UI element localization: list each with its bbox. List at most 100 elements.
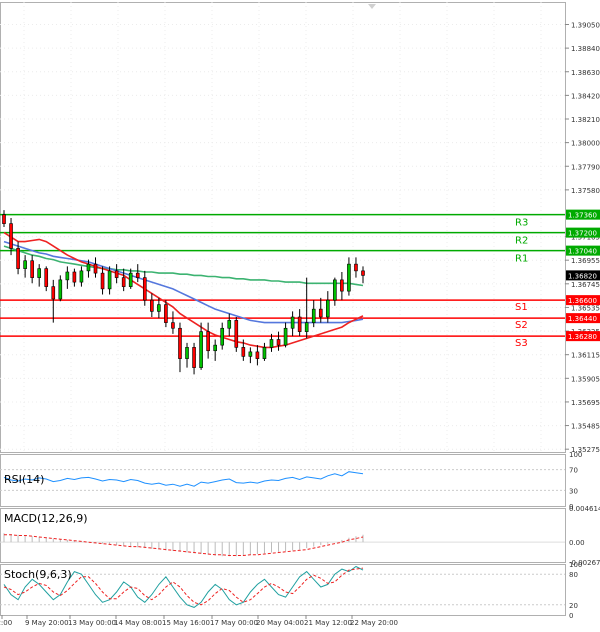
ma-slow-line [3,245,364,287]
y-tick-label: 100 [569,451,582,459]
y-axis-ticks: 1.39050 1.38840 1.38630 1.38420 1.38210 1.380… [565,22,600,454]
candle [86,259,91,278]
candle-body [185,347,189,359]
panel-frame-main [0,2,566,453]
candle [128,268,133,289]
y-tick-label: 1.39050 [571,22,600,30]
y-tick-label: 0 [569,612,573,620]
price-label-text: 1.37200 [568,230,597,238]
candle-body [304,322,309,332]
candle-body [206,331,210,352]
candle-body [297,316,302,332]
candle [9,218,13,256]
candle-body [72,271,77,283]
candle [16,241,20,275]
candle-body [135,272,140,278]
panel-title-rsi: RSI(14) [4,473,44,486]
candle-body [79,270,84,283]
level-label-s3: S3 [515,338,528,349]
candle [100,266,105,295]
y-tick-label: 1.36115 [571,352,600,360]
price-label-box [566,270,600,281]
price-label-box [566,245,600,256]
candle-body [234,320,239,348]
candle-body [107,270,112,290]
candle [347,257,351,296]
candle-body [16,248,20,269]
candle-body [311,308,316,323]
candle-body [361,270,365,276]
price-label-text: 1.37360 [568,212,597,220]
candle-body [220,327,225,346]
candle-body [171,322,175,329]
candle-body [213,344,217,352]
candle-body [37,268,41,278]
candle-body [269,339,274,348]
candle-body [114,270,119,278]
y-tick-label: 70 [569,467,578,475]
candle-body [100,272,105,290]
y-tick-label: 0.00 [569,539,585,547]
candle [192,342,196,375]
panel-frame-rsi [0,454,566,507]
x-tick-label: 9 May 20:00 [25,619,69,627]
panel-frame-macd [0,508,566,563]
candle [361,266,365,284]
level-label-s1: S1 [515,302,528,313]
candle-body [51,286,56,300]
candle-body [65,271,70,281]
candle [318,297,323,323]
candle-body [178,327,182,359]
x-tick-label: 22 May 20:00 [350,619,398,627]
candle-body [283,327,288,346]
candle [30,255,34,284]
y-tick-label: 1.35695 [571,399,600,407]
candle [354,257,358,278]
candle-body [2,214,6,224]
candle-body [255,351,260,359]
ma-mid-line [3,240,364,324]
price-label-text: 1.36600 [568,297,597,305]
price-label-text: 1.36440 [568,315,597,323]
candle-body [128,272,133,287]
y-tick-label: 1.35485 [571,423,600,431]
candle [213,339,217,361]
candle-body [326,299,330,318]
candle-body [44,268,49,287]
candle-body [93,263,98,274]
candle [241,339,246,361]
panel-title-macd: MACD(12,26,9) [4,512,88,525]
candle [248,347,253,364]
candle [171,311,175,334]
y-tick-label: 1.38000 [571,140,600,148]
candle [269,333,274,352]
candle-body [333,279,337,301]
candle-body [276,339,281,346]
price-label-box [566,313,600,324]
x-tick-label: 13 May 00:00 [68,619,116,627]
y-tick-label: 30 [569,487,578,495]
price-label-text: 1.36820 [568,272,597,280]
y-tick-label: 1.38630 [571,69,600,77]
candle [2,210,6,227]
candle-body [86,263,91,272]
price-label-box [566,331,600,342]
candle [164,300,168,328]
grid-lines [0,2,565,452]
candle [44,266,49,292]
macd-signal-line [4,534,364,556]
x-tick-label: 14 May 08:00 [114,619,162,627]
y-tick-label: 0 [569,503,573,511]
price-label-text: 1.37040 [568,248,597,256]
candle [114,264,119,284]
level-label-s2: S2 [515,320,528,331]
candle-body [340,279,344,292]
level-label-r3: R3 [515,218,528,229]
y-tick-label: 80 [569,571,578,579]
candle [121,268,126,292]
candle-body [142,277,147,301]
scroll-marker-icon [368,4,376,9]
pivot-levels: R3 R2 R1 S1 S2 S3 [0,213,565,349]
